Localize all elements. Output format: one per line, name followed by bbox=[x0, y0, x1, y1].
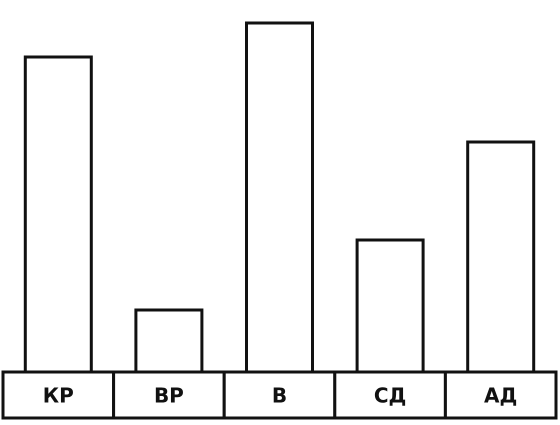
x-tick-label: В bbox=[272, 384, 287, 408]
x-tick-label: КР bbox=[43, 384, 74, 408]
bar bbox=[466, 140, 536, 374]
x-tick-label: АД bbox=[484, 384, 517, 408]
x-tick-label: ВР bbox=[154, 384, 184, 408]
bar bbox=[245, 21, 314, 374]
bar bbox=[134, 308, 204, 374]
category-box bbox=[112, 370, 226, 420]
x-tick-label: СД bbox=[374, 384, 407, 408]
category-box bbox=[1, 370, 116, 420]
bar bbox=[355, 238, 425, 374]
bar bbox=[23, 55, 93, 374]
